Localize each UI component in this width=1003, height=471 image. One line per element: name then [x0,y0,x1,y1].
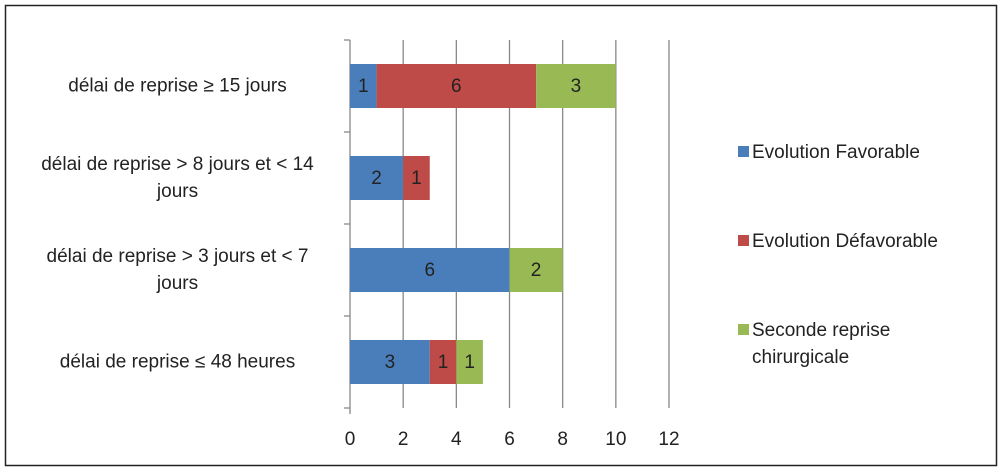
value-label: 3 [385,352,396,373]
bar-segment [350,64,377,108]
legend-label: Seconde reprise chirurgicale [752,320,891,368]
category-label: délai de reprise > 3 jours et < 7 jours [46,246,309,294]
legend-swatch [738,324,749,335]
bar-segment [350,340,430,384]
x-tick-label: 12 [658,429,679,450]
category-label: délai de reprise > 8 jours et < 14 jours [41,154,314,202]
value-label: 3 [571,76,582,97]
value-label: 2 [371,168,382,189]
x-tick-label: 10 [605,429,626,450]
bar-segment [429,340,457,384]
bar-segment [536,64,616,108]
bar-segment [456,340,483,384]
x-tick-label: 0 [345,429,356,450]
legend-label: Evolution Favorable [752,142,920,163]
bar-segment [509,248,563,292]
x-tick-label: 6 [504,429,515,450]
value-label: 2 [531,260,542,281]
legend-label: Evolution Défavorable [752,231,938,252]
x-tick-label: 2 [398,429,409,450]
value-label: 1 [358,76,369,97]
category-label: délai de reprise ≤ 48 heures [59,351,296,373]
value-label: 6 [424,260,435,281]
frame [4,4,998,467]
category-label: délai de reprise ≥ 15 jours [68,75,287,97]
value-label: 1 [411,168,422,189]
x-tick-label: 8 [557,429,568,450]
legend-swatch [738,235,749,246]
bar-segment [403,156,430,200]
value-label: 6 [451,76,462,97]
bar-segment [350,248,510,292]
legend-swatch [738,146,749,157]
bar-segment [376,64,537,108]
bar-segment [350,156,404,200]
value-label: 1 [438,352,449,373]
value-label: 1 [464,352,475,373]
x-tick-label: 4 [451,429,462,450]
